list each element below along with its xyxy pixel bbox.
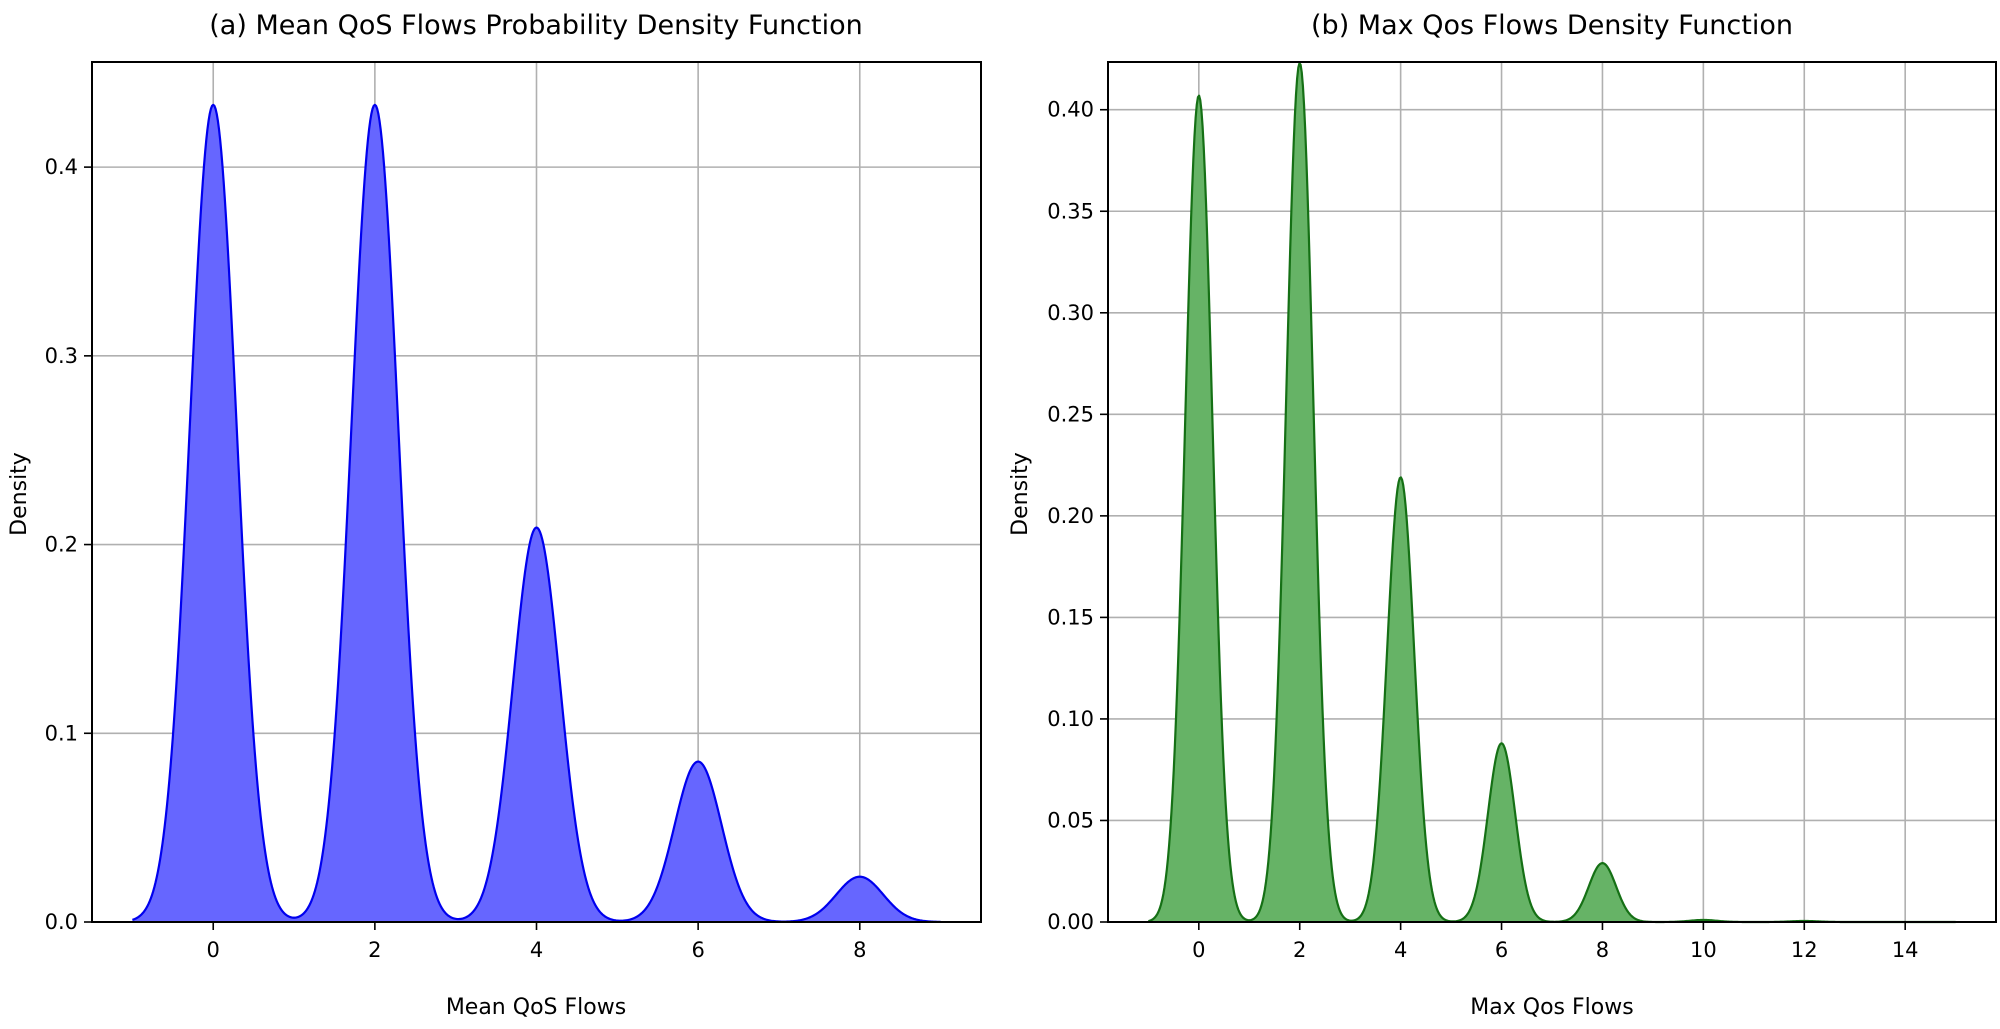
x-tick-label: 12 xyxy=(1791,938,1818,962)
x-tick-label: 8 xyxy=(853,938,866,962)
y-tick-label: 0.3 xyxy=(45,344,78,368)
panel-a-mean-qos-flows: (a) Mean QoS Flows Probability Density F… xyxy=(7,10,982,1020)
x-tick-label: 10 xyxy=(1690,938,1717,962)
y-tick-label: 0.00 xyxy=(1047,910,1094,934)
x-axis-label: Mean QoS Flows xyxy=(446,995,626,1020)
chart-title: (a) Mean QoS Flows Probability Density F… xyxy=(209,10,863,41)
y-tick-label: 0.15 xyxy=(1047,605,1094,629)
y-tick-label: 0.40 xyxy=(1047,98,1094,122)
y-axis-label: Density xyxy=(1008,452,1033,536)
y-tick-label: 0.30 xyxy=(1047,301,1094,325)
density-line xyxy=(1148,62,1956,924)
y-tick-label: 0.25 xyxy=(1047,402,1094,426)
y-tick-label: 0.20 xyxy=(1047,504,1094,528)
x-tick-label: 0 xyxy=(1192,938,1205,962)
x-tick-label: 6 xyxy=(1495,938,1508,962)
y-tick-label: 0.4 xyxy=(45,155,78,179)
density-area xyxy=(132,104,941,923)
y-tick-label: 0.10 xyxy=(1047,707,1094,731)
x-axis-label: Max Qos Flows xyxy=(1470,995,1633,1020)
density-line xyxy=(132,103,941,923)
x-tick-label: 0 xyxy=(207,938,220,962)
y-tick-label: 0.1 xyxy=(45,721,78,745)
chart-title: (b) Max Qos Flows Density Function xyxy=(1311,10,1793,41)
y-tick-label: 0.05 xyxy=(1047,808,1094,832)
density-area xyxy=(1148,63,1956,922)
panel-b-max-qos-flows: (b) Max Qos Flows Density Function Max Q… xyxy=(1008,10,1997,1020)
y-tick-label: 0.35 xyxy=(1047,199,1094,223)
x-tick-label: 6 xyxy=(691,938,704,962)
plot-frame xyxy=(1107,61,1997,923)
x-tick-label: 2 xyxy=(368,938,381,962)
x-tick-label: 4 xyxy=(530,938,543,962)
x-tick-label: 14 xyxy=(1892,938,1919,962)
y-tick-label: 0.0 xyxy=(45,910,78,934)
x-tick-label: 2 xyxy=(1293,938,1306,962)
x-tick-label: 4 xyxy=(1394,938,1407,962)
y-tick-label: 0.2 xyxy=(45,533,78,557)
x-tick-label: 8 xyxy=(1596,938,1609,962)
y-axis-label: Density xyxy=(7,452,32,536)
